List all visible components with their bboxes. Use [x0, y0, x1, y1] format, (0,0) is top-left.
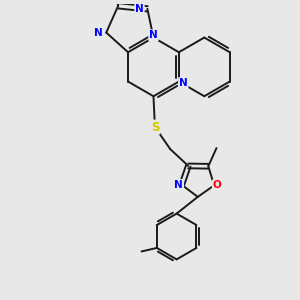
Text: N: N: [179, 78, 188, 88]
Text: N: N: [149, 30, 158, 40]
Text: N: N: [135, 4, 144, 14]
Text: O: O: [213, 180, 221, 190]
Text: S: S: [151, 121, 159, 134]
Text: N: N: [175, 180, 183, 190]
Text: N: N: [94, 28, 103, 38]
